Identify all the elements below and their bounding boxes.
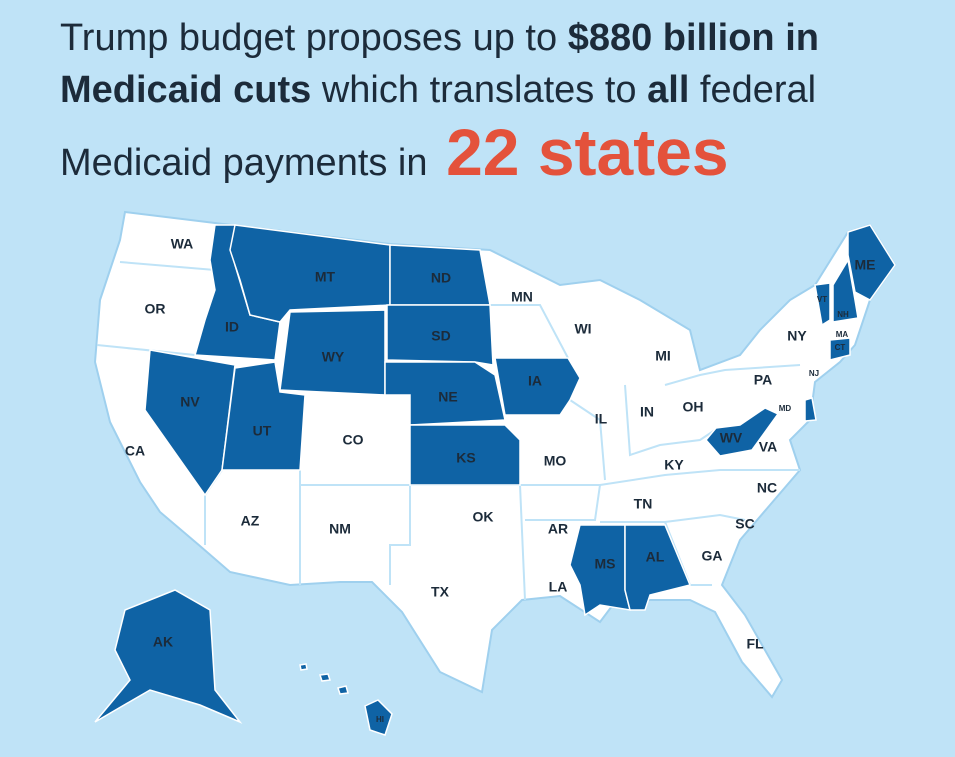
state-label: NC: [757, 480, 777, 496]
title-segment: Medicaid payments in: [60, 142, 438, 184]
state-labels: WA OR CA NV ID MT WY UT CO AZ NM ND SD NE KS OK TX MN IA MO…: [125, 236, 876, 724]
border: [569, 399, 606, 481]
state-label: TN: [634, 496, 653, 512]
state-label: IA: [528, 373, 542, 389]
title-segment: Medicaid cuts: [60, 69, 311, 111]
state-label: LA: [549, 579, 568, 595]
border: [599, 469, 800, 486]
state-47: [299, 663, 308, 671]
state-label: OR: [145, 301, 166, 317]
state-label: OH: [683, 399, 704, 415]
state-40: [832, 257, 859, 323]
state-de: [804, 397, 817, 422]
border: [664, 364, 801, 386]
title-segment: $880 billion in: [568, 17, 819, 59]
state-label: MS: [595, 556, 616, 572]
state-13: [384, 361, 506, 426]
states: [94, 224, 896, 736]
state-label: AL: [646, 549, 665, 565]
state-14: [409, 424, 521, 486]
state-label: WV: [720, 430, 743, 446]
state-47: [337, 685, 349, 695]
state-label: AR: [548, 521, 568, 537]
state-41: [847, 224, 896, 301]
state-label: UT: [253, 423, 272, 439]
state-label: CT: [835, 343, 846, 352]
state-label: OK: [473, 509, 494, 525]
state-3: [144, 349, 236, 497]
state-label: WY: [322, 349, 345, 365]
state-label: PA: [754, 372, 772, 388]
state-label: MA: [836, 330, 849, 339]
title-line: Medicaid cuts which translates to all fe…: [60, 69, 816, 111]
state-47: [364, 699, 393, 736]
state-label: CO: [343, 432, 364, 448]
state-label: NJ: [809, 369, 819, 378]
state-label: VT: [817, 295, 827, 304]
state-label: NE: [438, 389, 457, 405]
state-label: WI: [574, 321, 591, 337]
state-label: ND: [431, 270, 451, 286]
state-label: VA: [759, 439, 777, 455]
state-30: [624, 524, 692, 611]
border: [600, 513, 746, 523]
border: [96, 344, 196, 356]
state-7: [221, 361, 306, 471]
state-label: TX: [431, 584, 450, 600]
state-label: AK: [153, 634, 173, 650]
state-label: MI: [655, 348, 671, 364]
title-segment: 22 states: [446, 115, 729, 189]
state-39: [814, 282, 831, 327]
state-label: HI: [376, 715, 384, 724]
state-label: GA: [702, 548, 723, 564]
title-segment: which translates to: [311, 69, 647, 111]
title-line: Trump budget proposes up to $880 billion…: [60, 17, 819, 59]
state-label: NH: [837, 310, 849, 319]
state-label: ID: [225, 319, 239, 335]
state-12: [386, 304, 494, 366]
state-43: [829, 337, 851, 361]
state-label: CA: [125, 443, 145, 459]
state-label: KS: [456, 450, 475, 466]
state-18: [494, 357, 581, 416]
state-36: [705, 407, 780, 457]
state-label: AZ: [241, 513, 260, 529]
state-label: MO: [544, 453, 567, 469]
state-label: IL: [595, 411, 608, 427]
border: [624, 384, 716, 457]
state-label: NV: [180, 394, 200, 410]
state-label: WA: [171, 236, 194, 252]
title-segment: all: [647, 69, 689, 111]
state-46: [94, 589, 243, 724]
state-label: MN: [511, 289, 533, 305]
state-label: ME: [855, 257, 876, 273]
state-label: KY: [664, 457, 684, 473]
border: [490, 304, 569, 359]
state-47: [318, 673, 332, 682]
title-segment: Trump budget proposes up to: [60, 17, 568, 59]
border: [520, 484, 602, 521]
title-line: Medicaid payments in 22 states: [60, 115, 729, 189]
border: [119, 261, 216, 271]
state-label: NY: [787, 328, 807, 344]
state-label: NM: [329, 521, 351, 537]
state-label: SC: [735, 516, 754, 532]
title: Trump budget proposes up to $880 billion…: [60, 17, 819, 189]
state-label: MD: [779, 404, 792, 413]
state-label: MT: [315, 269, 336, 285]
state-label: SD: [431, 328, 450, 344]
border: [300, 484, 411, 585]
state-label: FL: [746, 636, 764, 652]
state-label: IN: [640, 404, 654, 420]
title-segment: federal: [689, 69, 816, 111]
